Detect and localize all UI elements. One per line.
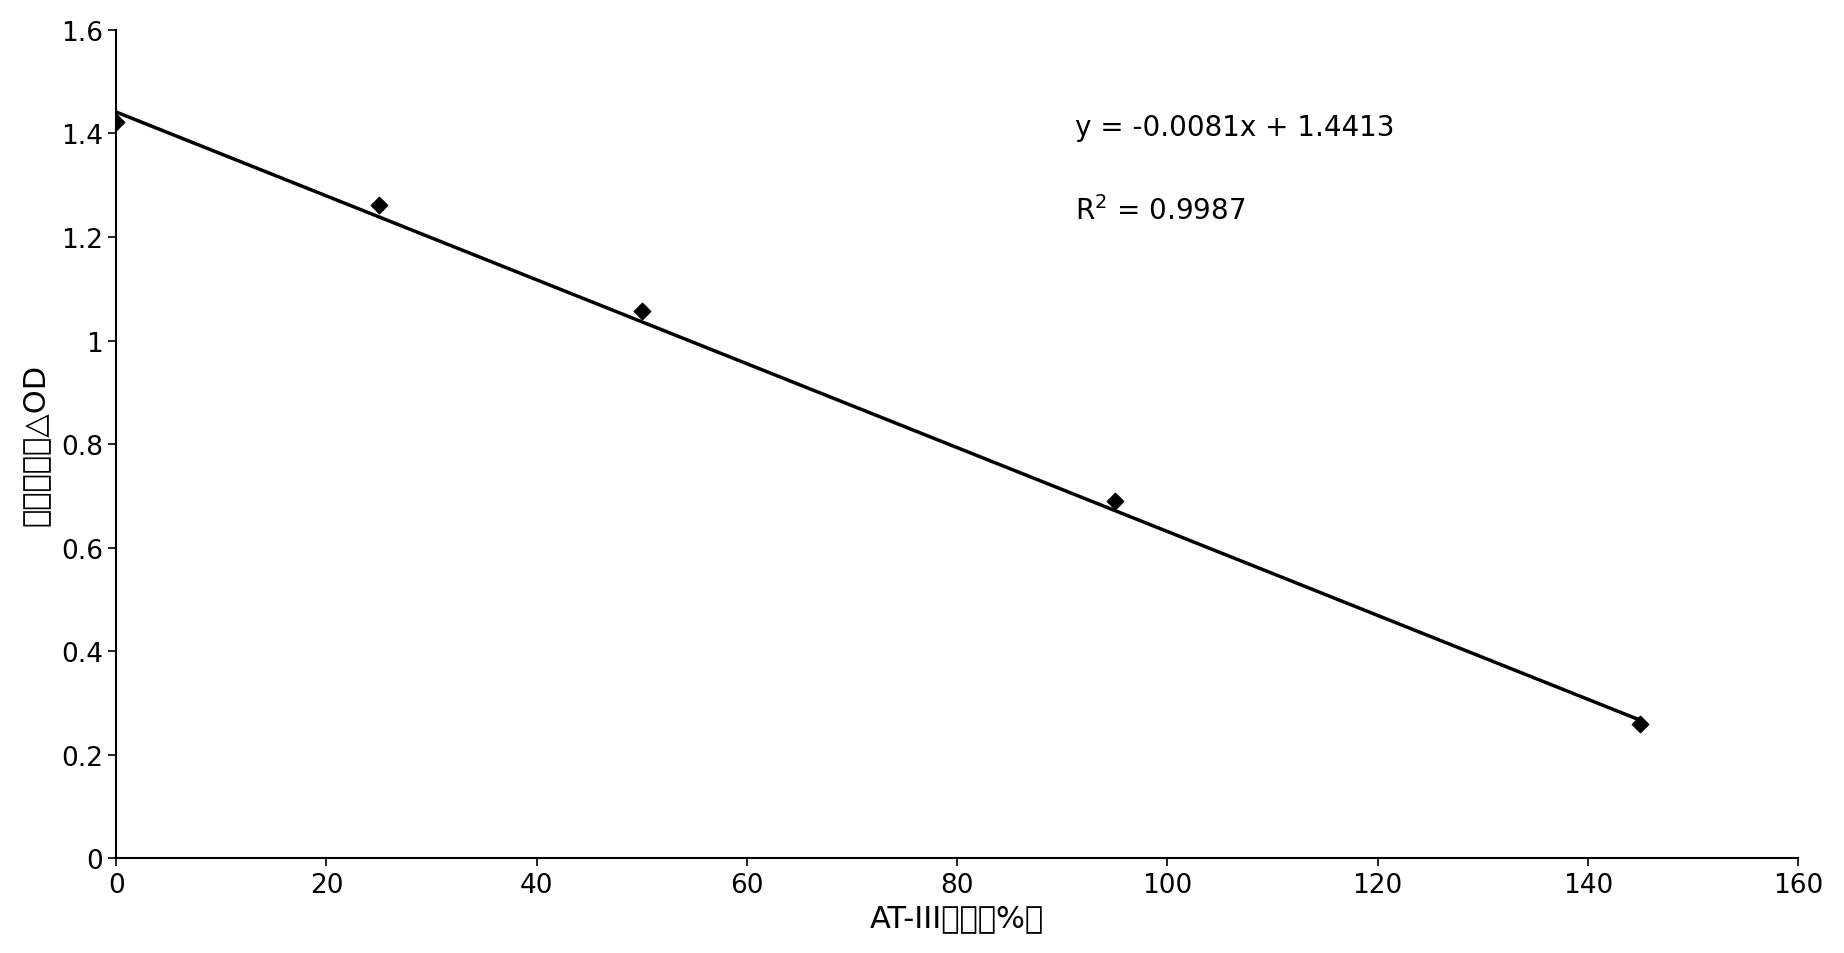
Text: R$^2$ = 0.9987: R$^2$ = 0.9987: [1075, 196, 1245, 226]
Point: [627, 304, 656, 319]
Point: [101, 115, 131, 131]
Point: [363, 198, 393, 213]
X-axis label: AT-III活性（%）: AT-III活性（%）: [870, 903, 1044, 932]
Point: [1101, 494, 1130, 509]
Text: y = -0.0081x + 1.4413: y = -0.0081x + 1.4413: [1075, 113, 1394, 142]
Y-axis label: 吸光度差値△OD: 吸光度差値△OD: [20, 364, 50, 526]
Point: [1626, 717, 1656, 732]
